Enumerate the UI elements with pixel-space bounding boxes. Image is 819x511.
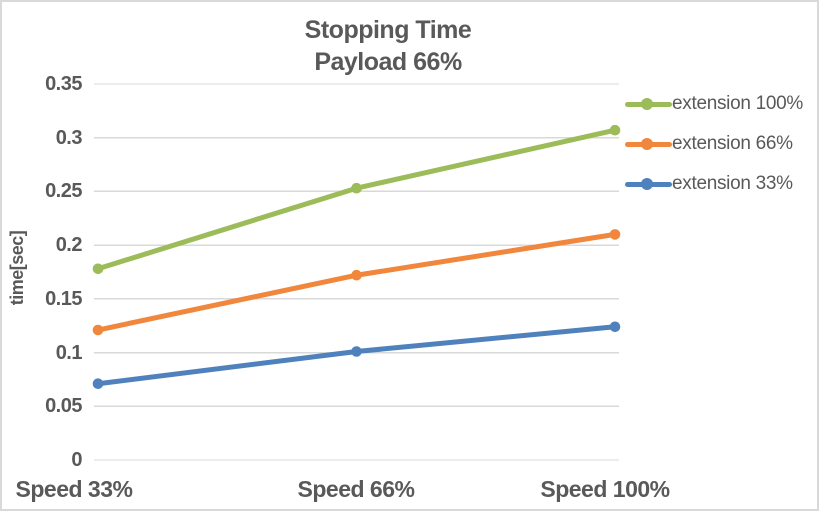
chart-title: Stopping Time Payload 66% [2, 14, 774, 78]
legend-marker-dot [641, 178, 653, 190]
y-tick-label: 0.1 [55, 341, 83, 364]
y-tick-label: 0.2 [55, 234, 83, 257]
y-tick-label: 0.25 [45, 180, 82, 203]
legend-marker-dot [641, 98, 653, 110]
plot-area [92, 83, 621, 461]
chart-title-line1: Stopping Time [304, 16, 472, 44]
y-tick-label: 0.3 [55, 126, 83, 149]
legend-item-extension-33: extension 33% [625, 172, 793, 196]
data-point-extension-100 [92, 263, 104, 275]
legend-item-extension-66: extension 66% [625, 132, 793, 156]
legend-label: extension 33% [672, 173, 793, 194]
series-line-extension-66 [95, 231, 618, 333]
y-axis-title: time[sec] [7, 230, 27, 306]
legend-label: extension 100% [672, 93, 804, 114]
legend-label: extension 66% [672, 133, 793, 154]
x-axis-label: Speed 66% [297, 476, 415, 502]
legend-item-extension-100: extension 100% [625, 92, 803, 116]
chart-title-line2: Payload 66% [314, 48, 462, 76]
data-point-extension-100 [609, 124, 621, 136]
legend-line-marker-icon [625, 172, 672, 196]
y-tick-label: 0.15 [45, 287, 82, 310]
legend-line-marker-icon [625, 132, 672, 156]
x-axis-label: Speed 100% [540, 476, 670, 502]
y-tick-label: 0 [71, 449, 82, 471]
data-point-extension-33 [351, 346, 362, 357]
data-point-extension-66 [92, 324, 104, 336]
legend-line-marker-icon [625, 92, 672, 116]
data-point-extension-33 [609, 321, 621, 333]
y-tick-label: 0.05 [45, 395, 82, 418]
data-point-extension-66 [351, 269, 362, 281]
x-axis-label: Speed 33% [15, 476, 133, 502]
data-point-extension-100 [351, 182, 362, 194]
y-tick-label: 0.35 [45, 73, 82, 95]
data-point-extension-66 [609, 229, 621, 240]
legend-marker-dot [641, 138, 653, 150]
data-point-extension-33 [92, 378, 104, 390]
